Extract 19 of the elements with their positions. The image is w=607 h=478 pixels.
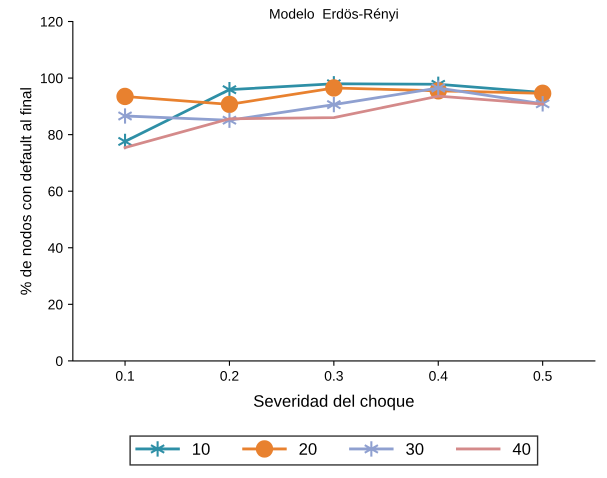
legend-label: 20 <box>299 443 317 455</box>
legend-label: 30 <box>406 443 424 455</box>
y-tick-label: 120 <box>41 16 63 27</box>
x-tick-label: 0.1 <box>116 370 134 381</box>
x-tick-label: 0.2 <box>220 370 238 381</box>
legend-label: 40 <box>512 443 530 455</box>
y-tick-label: 20 <box>48 300 63 310</box>
x-tick-label: 0.3 <box>324 370 343 381</box>
y-axis-title: % de nodos con default al final <box>20 88 32 295</box>
x-axis-title: Severidad del choque <box>254 394 414 410</box>
y-tick-label: 40 <box>48 243 63 253</box>
y-tick-label: 100 <box>41 73 63 84</box>
y-tick-label: 60 <box>48 186 63 196</box>
y-tick-label: 0 <box>56 356 63 366</box>
y-tick-label: 80 <box>48 130 63 140</box>
chart-title: Modelo Erdös-Rényi <box>270 8 398 22</box>
x-tick-label: 0.4 <box>429 370 448 381</box>
x-tick-label: 0.5 <box>534 370 552 381</box>
legend-label: 10 <box>193 443 210 455</box>
